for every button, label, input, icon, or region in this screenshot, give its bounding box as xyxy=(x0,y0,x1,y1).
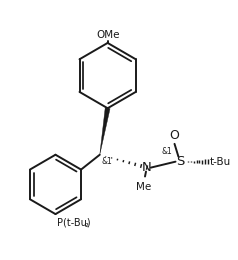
Text: S: S xyxy=(176,155,185,168)
Text: OMe: OMe xyxy=(96,30,119,40)
Text: O: O xyxy=(170,129,179,142)
Text: &1: &1 xyxy=(102,157,113,166)
Text: N: N xyxy=(142,161,152,174)
Text: Me: Me xyxy=(136,183,152,192)
Polygon shape xyxy=(100,108,110,155)
Text: t-Bu: t-Bu xyxy=(210,157,231,167)
Text: P(t-Bu): P(t-Bu) xyxy=(57,217,91,227)
Text: ₂: ₂ xyxy=(85,219,89,229)
Text: &1: &1 xyxy=(161,147,172,156)
